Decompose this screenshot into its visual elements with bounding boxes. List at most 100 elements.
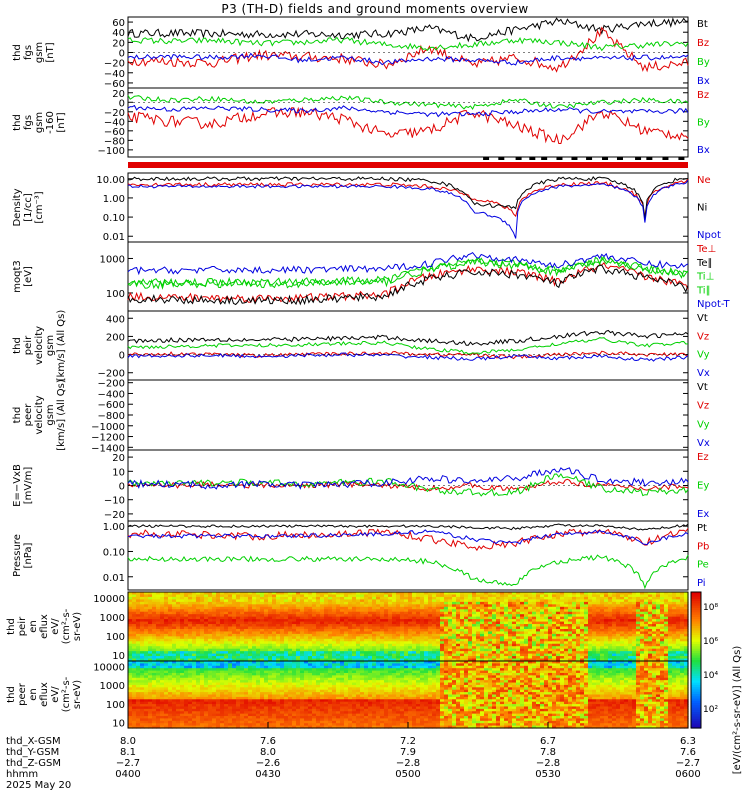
heatmap-cell bbox=[492, 633, 497, 637]
heatmap-cell bbox=[172, 670, 177, 674]
heatmap-cell bbox=[212, 648, 217, 652]
heatmap-cell bbox=[552, 648, 557, 652]
heatmap-cell bbox=[196, 711, 201, 715]
heatmap-cell bbox=[456, 636, 461, 640]
heatmap-cell bbox=[680, 658, 685, 662]
heatmap-cell bbox=[216, 663, 221, 667]
heatmap-cell bbox=[176, 636, 181, 640]
heatmap-cell bbox=[140, 614, 145, 618]
heatmap-cell bbox=[128, 696, 133, 700]
heatmap-cell bbox=[368, 631, 373, 635]
heatmap-cell bbox=[400, 638, 405, 642]
ytick-label: −40 bbox=[104, 69, 125, 80]
heatmap-cell bbox=[184, 723, 189, 727]
heatmap-cell bbox=[244, 621, 249, 625]
heatmap-cell bbox=[640, 596, 645, 600]
heatmap-cell bbox=[228, 658, 233, 662]
heatmap-cell bbox=[616, 624, 621, 628]
heatmap-cell bbox=[248, 626, 253, 630]
heatmap-cell bbox=[484, 616, 489, 620]
heatmap-cell bbox=[220, 592, 225, 596]
heatmap-cell bbox=[524, 624, 529, 628]
heatmap-cell bbox=[648, 624, 653, 628]
heatmap-cell bbox=[236, 631, 241, 635]
heatmap-cell bbox=[668, 658, 673, 662]
heatmap-cell bbox=[332, 611, 337, 615]
heatmap-cell bbox=[280, 609, 285, 613]
heatmap-cell bbox=[584, 624, 589, 628]
heatmap-cell bbox=[476, 619, 481, 623]
heatmap-cell bbox=[140, 646, 145, 650]
heatmap-cell bbox=[356, 648, 361, 652]
heatmap-cell bbox=[480, 636, 485, 640]
heatmap-cell bbox=[672, 633, 677, 637]
ylabel-fgs_gsm_offset: thd bbox=[12, 114, 23, 131]
heatmap-cell bbox=[208, 656, 213, 660]
heatmap-cell bbox=[672, 626, 677, 630]
heatmap-cell bbox=[360, 616, 365, 620]
heatmap-cell bbox=[356, 621, 361, 625]
ylabel-fgs_gsm_offset: -160 bbox=[45, 111, 56, 134]
heatmap-cell bbox=[664, 628, 669, 633]
heatmap-cell bbox=[252, 628, 257, 633]
heatmap-cell bbox=[252, 599, 257, 603]
heatmap-cell bbox=[524, 646, 529, 650]
heatmap-cell bbox=[276, 658, 281, 662]
heatmap-cell bbox=[128, 636, 133, 640]
heatmap-cell bbox=[156, 711, 161, 715]
heatmap-cell bbox=[244, 665, 249, 669]
heatmap-cell bbox=[292, 648, 297, 652]
heatmap-cell bbox=[348, 599, 353, 603]
heatmap-cell bbox=[208, 694, 213, 698]
heatmap-cell bbox=[156, 672, 161, 676]
series-fgs_gsm-0 bbox=[127, 17, 689, 43]
heatmap-cell bbox=[448, 621, 453, 625]
heatmap-cell bbox=[580, 594, 585, 598]
heatmap-cell bbox=[260, 646, 265, 650]
heatmap-cell bbox=[260, 609, 265, 613]
heatmap-cell bbox=[576, 592, 581, 596]
heatmap-cell bbox=[284, 596, 289, 600]
heatmap-cell bbox=[436, 621, 441, 625]
heatmap-cell bbox=[360, 633, 365, 637]
heatmap-cell bbox=[172, 725, 177, 729]
heatmap-cell bbox=[188, 643, 193, 647]
heatmap-cell bbox=[132, 687, 137, 691]
heatmap-cell bbox=[600, 648, 605, 652]
heatmap-cell bbox=[396, 653, 401, 657]
heatmap-cell bbox=[452, 646, 457, 650]
heatmap-cell bbox=[684, 633, 689, 637]
heatmap-cell bbox=[220, 606, 225, 610]
heatmap-cell bbox=[448, 626, 453, 630]
heatmap-cell bbox=[152, 641, 157, 645]
heatmap-cell bbox=[660, 609, 665, 613]
heatmap-cell bbox=[368, 596, 373, 600]
heatmap-cell bbox=[384, 601, 389, 605]
heatmap-cell bbox=[232, 658, 237, 662]
heatmap-cell bbox=[176, 675, 181, 679]
heatmap-cell bbox=[128, 723, 133, 727]
heatmap-cell bbox=[176, 614, 181, 618]
heatmap-cell bbox=[224, 661, 229, 664]
heatmap-cell bbox=[244, 616, 249, 620]
heatmap-cell bbox=[220, 708, 225, 712]
heatmap-cell bbox=[540, 609, 545, 613]
heatmap-cell bbox=[324, 596, 329, 600]
heatmap-cell bbox=[384, 606, 389, 610]
heatmap-cell bbox=[464, 658, 469, 662]
heatmap-cell bbox=[472, 611, 477, 615]
heatmap-cell bbox=[176, 626, 181, 630]
heatmap-cell bbox=[232, 675, 237, 679]
heatmap-cell bbox=[172, 668, 177, 672]
heatmap-cell bbox=[500, 636, 505, 640]
heatmap-cell bbox=[488, 621, 493, 625]
heatmap-cell bbox=[568, 596, 573, 600]
heatmap-cell bbox=[440, 621, 445, 625]
heatmap-cell bbox=[176, 596, 181, 600]
heatmap-cell bbox=[132, 631, 137, 635]
heatmap-cell bbox=[376, 633, 381, 637]
heatmap-cell bbox=[652, 604, 657, 608]
heatmap-cell bbox=[456, 599, 461, 603]
heatmap-cell bbox=[468, 604, 473, 608]
heatmap-cell bbox=[320, 628, 325, 633]
